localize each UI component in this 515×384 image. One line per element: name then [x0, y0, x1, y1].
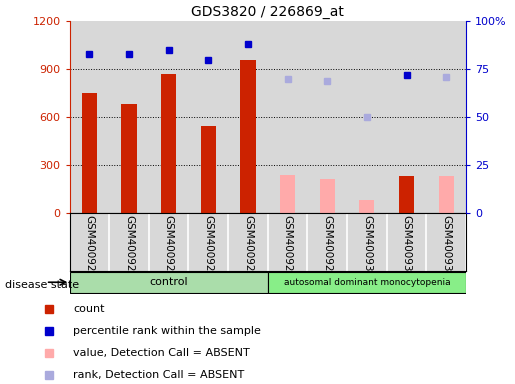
FancyBboxPatch shape: [268, 272, 466, 293]
Text: GSM400927: GSM400927: [243, 215, 253, 278]
Text: autosomal dominant monocytopenia: autosomal dominant monocytopenia: [284, 278, 450, 287]
Text: value, Detection Call = ABSENT: value, Detection Call = ABSENT: [73, 348, 250, 358]
Bar: [161, 74, 176, 213]
Bar: [280, 175, 295, 213]
Text: GSM400928: GSM400928: [283, 215, 293, 278]
Text: GSM400931: GSM400931: [402, 215, 411, 278]
Text: control: control: [149, 277, 188, 287]
Bar: [228, 21, 268, 213]
Bar: [82, 93, 97, 213]
FancyBboxPatch shape: [70, 272, 268, 293]
Bar: [268, 21, 307, 213]
Text: rank, Detection Call = ABSENT: rank, Detection Call = ABSENT: [73, 370, 245, 380]
Bar: [188, 21, 228, 213]
Bar: [149, 21, 188, 213]
Bar: [241, 60, 255, 213]
Bar: [426, 21, 466, 213]
Text: GSM400929: GSM400929: [322, 215, 332, 278]
Bar: [109, 21, 149, 213]
Text: GSM400932: GSM400932: [441, 215, 451, 278]
Bar: [399, 176, 414, 213]
Text: count: count: [73, 304, 105, 314]
Text: percentile rank within the sample: percentile rank within the sample: [73, 326, 261, 336]
Bar: [359, 200, 374, 213]
Text: GSM400924: GSM400924: [124, 215, 134, 278]
Text: GSM400925: GSM400925: [164, 215, 174, 278]
Bar: [347, 21, 387, 213]
Bar: [201, 126, 216, 213]
Text: GSM400926: GSM400926: [203, 215, 213, 278]
Bar: [387, 21, 426, 213]
Text: GSM400930: GSM400930: [362, 215, 372, 278]
Bar: [320, 179, 335, 213]
Bar: [70, 21, 109, 213]
Text: GSM400923: GSM400923: [84, 215, 94, 278]
Bar: [122, 104, 136, 213]
Title: GDS3820 / 226869_at: GDS3820 / 226869_at: [192, 5, 344, 19]
Text: disease state: disease state: [5, 280, 79, 290]
Bar: [307, 21, 347, 213]
Bar: [439, 175, 454, 213]
